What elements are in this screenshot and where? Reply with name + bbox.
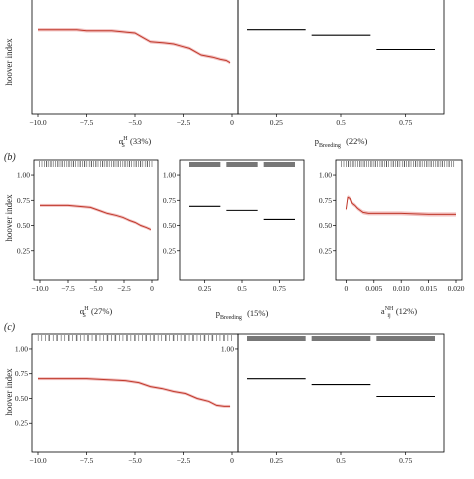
y-axis-title-c: hoover index: [4, 368, 14, 416]
panel-label-c: (c): [4, 322, 16, 333]
chart-panel-b3: 0.25 0.50 0.75 1.00 0 0.005 0.010 0.015 0.020 aNH…: [319, 159, 465, 319]
y-tick-label: 0.75: [17, 196, 30, 205]
x-axis-label: pBreeding (15%): [216, 308, 269, 321]
y-tick-label: 0.25: [319, 246, 332, 255]
series-line: [40, 204, 152, 231]
plot-frame: [237, 0, 445, 115]
x-tick-label: 0.25: [270, 456, 283, 465]
y-tick-label: 0.25: [15, 419, 28, 428]
y-tick-label: 1.00: [17, 171, 30, 180]
x-tick-label: 0.75: [273, 284, 286, 293]
rug-block: [376, 336, 435, 341]
x-tick-label: 0.25: [270, 118, 283, 127]
chart-panel-b2: 0.25 0.50 0.75 1.00 0.25 0.5 0.75 pBreeding (15…: [163, 159, 305, 321]
x-tick-label: 0: [230, 456, 234, 465]
rug-block: [189, 162, 221, 167]
series-line: [345, 196, 456, 215]
chart-panel-a1: −10.0 −7.5 −5.0 −2.5 0 αH S (33%): [29, 0, 239, 149]
x-tick-label: 0.5: [336, 456, 346, 465]
x-tick-label: −10.0: [31, 284, 49, 293]
x-tick-label: −2.5: [177, 118, 191, 127]
x-tick-label: 0.75: [399, 118, 412, 127]
y-tick-label: 0.75: [15, 369, 28, 378]
y-tick-label: 1.00: [163, 171, 176, 180]
y-tick-label: 0.50: [319, 221, 332, 230]
panel-label-b: (b): [4, 152, 16, 163]
x-tick-label: −5.0: [128, 118, 142, 127]
y-tick-label: 0.50: [17, 221, 30, 230]
y-tick-label: 0.75: [319, 196, 332, 205]
x-tick-label: −7.5: [80, 118, 94, 127]
y-tick-label: 0.50: [163, 221, 176, 230]
x-axis-label: aNH ij (12%): [381, 306, 417, 319]
y-tick-label: 1.00: [221, 344, 234, 353]
plot-frame: [33, 159, 159, 281]
chart-panel-c1: 0.25 0.50 0.75 1.00 −10.0 −7.5 −5.0 −2.5 0: [15, 333, 239, 465]
y-axis-title-b: hoover index: [4, 194, 14, 242]
x-tick-label: −10.0: [29, 118, 47, 127]
x-tick-label: 0.010: [393, 284, 410, 293]
y-tick-label: 0.50: [15, 394, 28, 403]
y-axis-title-a: hoover index: [4, 38, 14, 86]
x-tick-label: −2.5: [177, 456, 191, 465]
y-tick-label: 0.75: [163, 196, 176, 205]
x-tick-label: −7.5: [80, 456, 94, 465]
x-tick-label: 0: [230, 118, 234, 127]
x-tick-label: −7.5: [61, 284, 75, 293]
plot-frame: [31, 333, 239, 453]
x-tick-label: 0.020: [448, 284, 465, 293]
x-tick-label: 0.5: [336, 118, 346, 127]
chart-panel-c2: 1.00 0.25 0.5 0.75: [221, 333, 445, 465]
x-tick-label: −5.0: [89, 284, 103, 293]
y-tick-label: 1.00: [319, 171, 332, 180]
rug-block: [311, 336, 371, 341]
confidence-band: [38, 28, 231, 65]
y-tick-label: 0.25: [17, 246, 30, 255]
x-tick-label: 0: [345, 284, 349, 293]
x-tick-label: −2.5: [117, 284, 131, 293]
series-line: [38, 378, 231, 407]
chart-panel-a2: 0.25 0.5 0.75 pBreeding (22%): [237, 0, 445, 149]
rug-block: [226, 162, 258, 167]
series-line: [38, 29, 231, 64]
x-tick-label: 0.25: [198, 284, 211, 293]
x-axis-label: αH S (27%): [80, 306, 113, 319]
chart-panel-b1: 0.25 0.50 0.75 1.00 −10.0 −7.5 −5.0 −2.5 0 αH S (2…: [17, 159, 159, 319]
x-tick-label: 0: [150, 284, 154, 293]
plot-frame: [335, 159, 463, 281]
plot-frame: [237, 333, 445, 453]
confidence-band: [38, 377, 231, 408]
x-tick-label: 0.015: [420, 284, 437, 293]
rug-block: [263, 162, 295, 167]
y-tick-label: 1.00: [15, 344, 28, 353]
confidence-band: [40, 203, 151, 232]
x-tick-label: −10.0: [29, 456, 47, 465]
x-tick-label: −5.0: [128, 456, 142, 465]
y-tick-label: 0.25: [163, 246, 176, 255]
x-axis-label: αH S (33%): [119, 136, 152, 149]
x-tick-label: 0.75: [399, 456, 412, 465]
x-axis-label: pBreeding (22%): [315, 136, 368, 149]
rug-block: [247, 336, 306, 341]
x-tick-label: 0.5: [237, 284, 247, 293]
x-tick-label: 0.005: [365, 284, 382, 293]
